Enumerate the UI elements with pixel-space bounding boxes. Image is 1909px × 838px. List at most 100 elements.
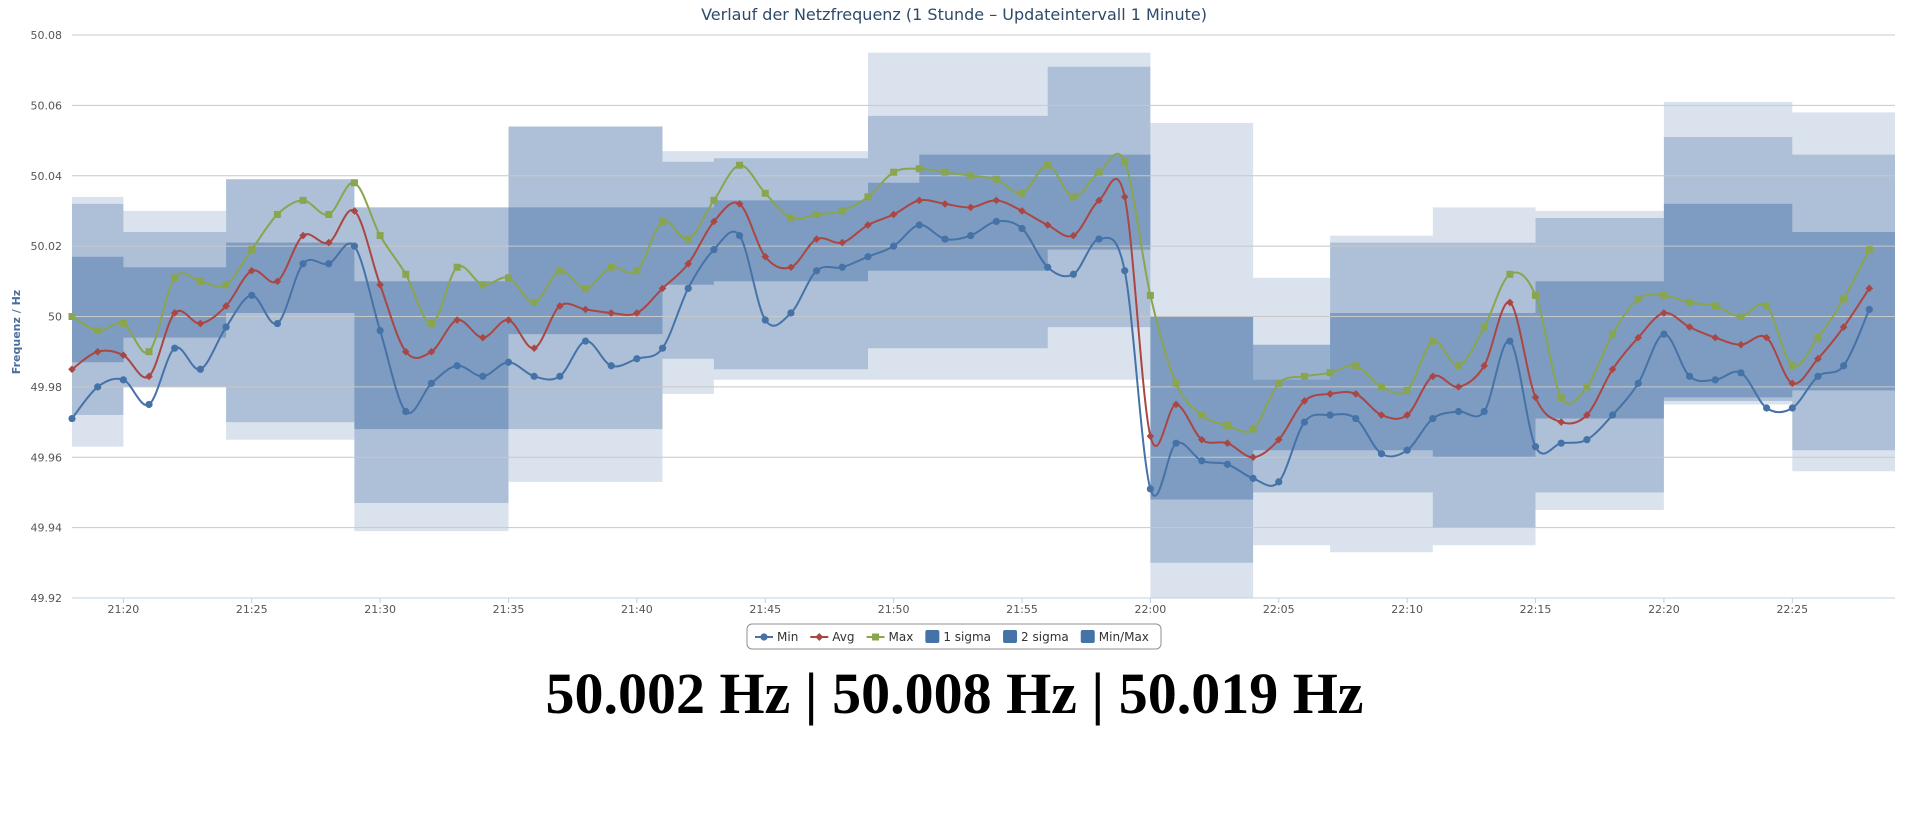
- x-tick-label: 22:00: [1135, 603, 1167, 616]
- point-max: [1634, 295, 1642, 303]
- legend-label-1-sigma: 1 sigma: [943, 630, 991, 644]
- point-avg: [1172, 400, 1180, 409]
- point-avg: [1403, 411, 1411, 419]
- chart-legend[interactable]: Min Avg Max 1 sigma 2 sigma Min/Max: [746, 623, 1162, 650]
- point-max: [1326, 369, 1334, 377]
- point-avg: [1197, 435, 1206, 444]
- point-min: [838, 263, 846, 271]
- point-avg: [119, 351, 128, 360]
- point-avg: [324, 238, 333, 247]
- point-avg: [1018, 207, 1026, 215]
- point-avg: [401, 347, 410, 356]
- point-min: [1763, 404, 1771, 412]
- point-avg: [1300, 397, 1309, 405]
- point-avg: [684, 259, 693, 268]
- point-min: [787, 309, 795, 317]
- legend-item-avg[interactable]: Avg: [810, 630, 855, 644]
- point-min: [171, 344, 179, 352]
- point-min: [1018, 224, 1026, 233]
- point-max: [941, 168, 949, 176]
- point-min: [1531, 443, 1540, 451]
- y-tick-label: 49.92: [31, 592, 63, 605]
- point-avg: [453, 316, 461, 324]
- point-min: [1583, 436, 1591, 444]
- point-min: [248, 291, 256, 299]
- legend-label-avg: Avg: [832, 630, 854, 644]
- point-min: [94, 383, 102, 391]
- point-min: [427, 379, 436, 387]
- point-avg: [1249, 453, 1257, 462]
- legend-item-max[interactable]: Max: [866, 630, 914, 644]
- y-axis: 50.08 50.06 50.04 50.02 50 49.98 49.96 49.94 49.…: [31, 29, 63, 605]
- point-max: [1403, 386, 1411, 394]
- point-avg: [479, 333, 487, 342]
- legend-item-1-sigma[interactable]: 1 sigma: [925, 630, 991, 644]
- legend-symbol-1-sigma: [925, 630, 940, 643]
- x-tick-label: 22:05: [1263, 603, 1295, 616]
- x-tick-label: 21:50: [878, 603, 910, 616]
- x-tick-label: 22:25: [1776, 603, 1808, 616]
- sigma-bands: [72, 52, 1895, 599]
- point-min: [1249, 474, 1257, 482]
- point-max: [967, 172, 975, 180]
- point-min: [1737, 369, 1745, 377]
- point-min: [1608, 411, 1617, 419]
- legend-item-min[interactable]: Min: [755, 630, 798, 644]
- point-avg: [1043, 221, 1052, 229]
- point-max: [119, 320, 127, 328]
- point-min: [145, 400, 153, 409]
- point-avg: [376, 281, 384, 289]
- point-min: [1429, 414, 1437, 423]
- point-avg: [1865, 284, 1874, 293]
- point-min: [1557, 439, 1565, 447]
- point-avg: [145, 372, 153, 381]
- point-avg: [1377, 411, 1386, 419]
- point-max: [1275, 379, 1283, 387]
- point-min: [813, 267, 821, 275]
- point-avg: [1223, 439, 1232, 447]
- legend-item-min-max[interactable]: Min/Max: [1080, 630, 1149, 644]
- point-max: [1506, 270, 1514, 278]
- point-min: [1095, 235, 1103, 243]
- point-avg: [1326, 390, 1334, 398]
- point-max: [582, 284, 590, 292]
- point-min: [1634, 379, 1642, 387]
- point-avg: [1454, 383, 1463, 391]
- point-avg: [1814, 354, 1822, 363]
- point-avg: [273, 277, 282, 286]
- x-tick-label: 21:55: [1006, 603, 1038, 616]
- point-max: [94, 327, 102, 335]
- point-max: [248, 246, 256, 254]
- legend-symbol-2-sigma: [1003, 630, 1018, 643]
- point-max: [1763, 302, 1771, 310]
- point-avg: [966, 203, 975, 212]
- legend-label-min: Min: [777, 630, 798, 644]
- point-avg: [889, 210, 898, 219]
- point-avg: [1531, 393, 1540, 402]
- legend-item-2-sigma[interactable]: 2 sigma: [1003, 630, 1069, 644]
- legend-label-max: Max: [889, 630, 914, 644]
- point-min: [1685, 372, 1694, 380]
- point-max: [1377, 383, 1385, 391]
- point-max: [787, 214, 795, 222]
- point-min: [658, 344, 667, 352]
- point-max: [427, 320, 435, 328]
- point-avg: [607, 309, 615, 317]
- point-max: [684, 235, 692, 243]
- point-avg: [350, 207, 359, 215]
- point-avg: [735, 200, 744, 208]
- point-avg: [1737, 340, 1745, 349]
- point-avg: [170, 309, 179, 317]
- point-max: [1249, 425, 1257, 433]
- x-tick-label: 22:15: [1520, 603, 1552, 616]
- point-max: [196, 277, 204, 285]
- point-avg: [787, 263, 795, 272]
- point-min: [1069, 270, 1077, 278]
- point-min: [1480, 407, 1488, 416]
- point-avg: [1634, 333, 1643, 342]
- point-min: [761, 316, 769, 324]
- point-max: [1737, 313, 1745, 320]
- x-tick-label: 22:20: [1648, 603, 1680, 616]
- point-avg: [761, 252, 770, 261]
- point-avg: [1711, 333, 1720, 342]
